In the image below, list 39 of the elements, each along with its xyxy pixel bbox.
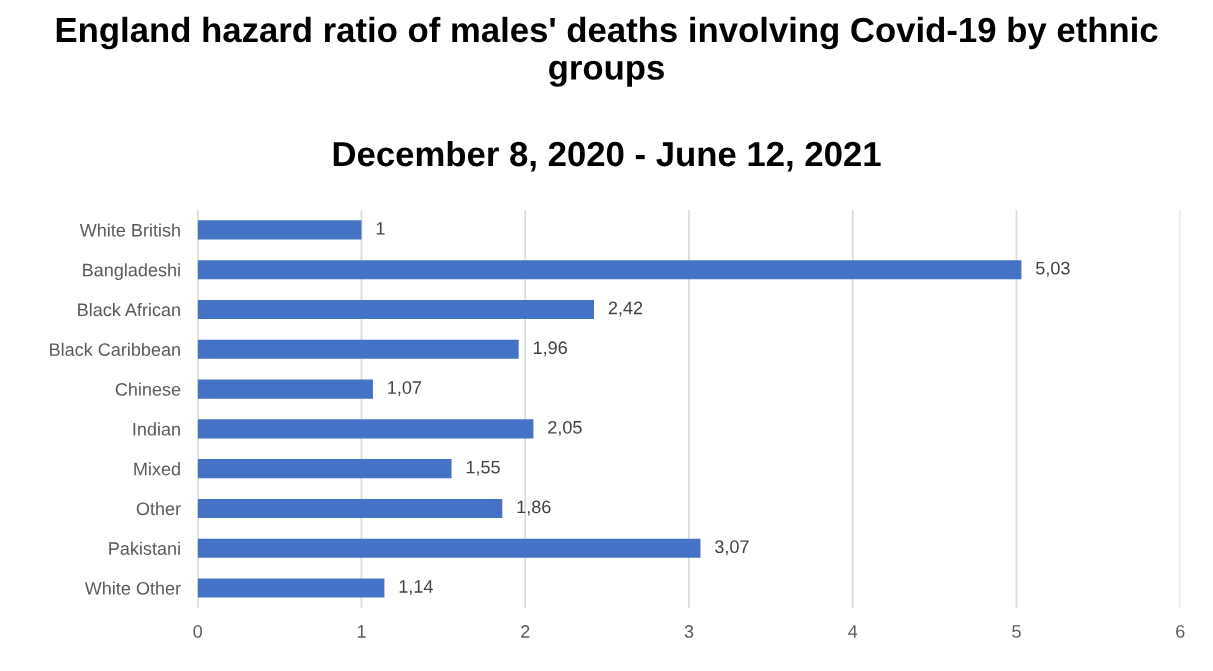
data-label: 1,07 — [388, 381, 422, 397]
x-tick-label: 1 — [357, 625, 366, 638]
x-tick-label: 0 — [193, 625, 203, 638]
y-tick-label: Chinese — [115, 382, 181, 396]
bar — [197, 260, 1022, 280]
x-tick-label: 3 — [684, 625, 694, 638]
data-label: 1,55 — [466, 460, 500, 476]
data-label: 1,14 — [399, 580, 433, 596]
x-tick-label: 5 — [1012, 625, 1021, 638]
data-label: 2,05 — [548, 420, 582, 436]
bar — [197, 419, 534, 439]
bar — [197, 538, 701, 558]
bar — [197, 498, 503, 518]
bar — [197, 299, 595, 320]
bar — [197, 459, 452, 479]
data-label: 3,07 — [715, 540, 749, 556]
data-label: 2,42 — [608, 301, 643, 317]
bar — [197, 379, 373, 399]
bar — [197, 220, 362, 240]
x-tick-label: 2 — [521, 625, 530, 638]
data-label: 1,96 — [533, 341, 567, 357]
y-tick-label: Bangladeshi — [83, 263, 180, 280]
x-tick-label: 4 — [848, 625, 858, 638]
data-label: 1,86 — [517, 500, 551, 516]
y-tick-label: Indian — [133, 422, 180, 436]
y-tick-label: Black African — [78, 302, 180, 317]
data-label: 5,03 — [1036, 261, 1070, 277]
y-tick-label: White Other — [84, 581, 181, 595]
bar — [197, 339, 519, 359]
chart-subtitle: December 8, 2020 - June 12, 2021 — [333, 140, 881, 172]
y-tick-label: Mixed — [134, 462, 180, 476]
y-tick-label: White British — [79, 223, 180, 237]
y-tick-label: Pakistani — [109, 541, 180, 555]
x-tick-label: 6 — [1176, 625, 1185, 638]
data-label: 1 — [376, 222, 385, 235]
chart-title: England hazard ratio of males' deaths involving Covid-19 by ethnic groups — [56, 16, 1158, 87]
bar — [197, 578, 385, 598]
y-tick-label: Other — [136, 501, 181, 516]
y-tick-label: Black Caribbean — [50, 342, 180, 357]
